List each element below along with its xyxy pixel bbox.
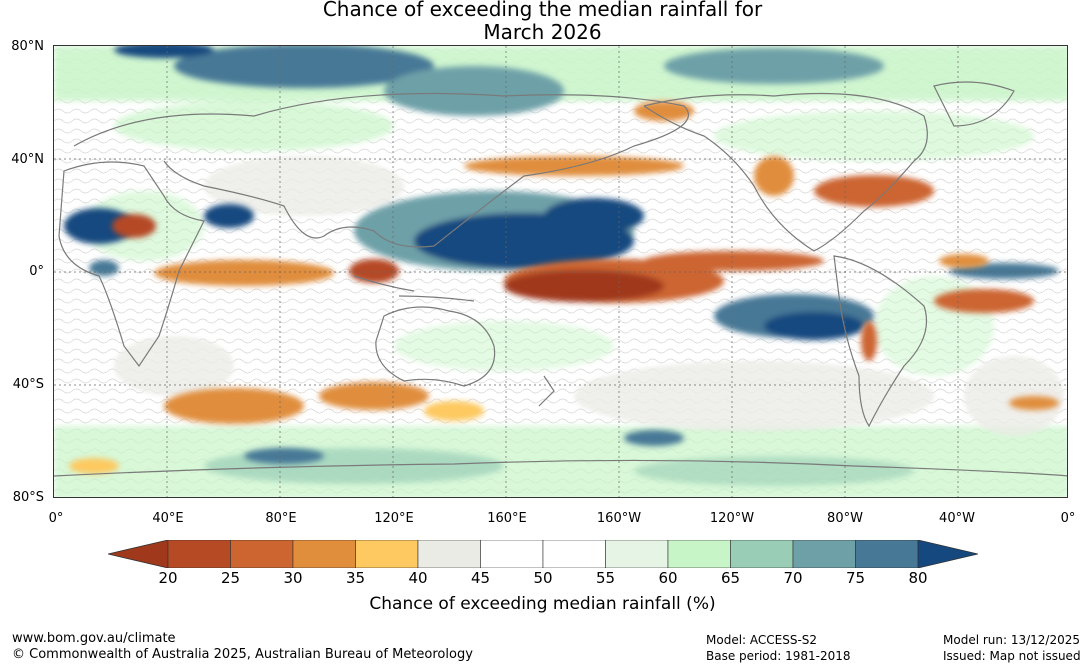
lon-label-160e: 160°E	[487, 511, 527, 526]
colorbar-tick-label: 70	[783, 569, 803, 587]
footer-base-period: Base period: 1981-2018	[706, 649, 851, 663]
lon-label-80w: 80°W	[827, 511, 863, 526]
rainfall-probability-map	[53, 45, 1068, 498]
map-canvas	[54, 46, 1067, 497]
colorbar-cell	[855, 540, 919, 568]
colorbar-tick-label: 75	[845, 569, 866, 587]
colorbar-cell	[292, 540, 356, 568]
colorbar-tick-label: 40	[408, 569, 428, 587]
lon-label-120w: 120°W	[709, 511, 755, 526]
colorbar-cell	[417, 540, 481, 568]
title-line-2: March 2026	[483, 20, 602, 44]
lon-label-0-left: 0°	[48, 511, 64, 526]
colorbar-right-arrow	[917, 540, 978, 568]
colorbar-cell	[230, 540, 294, 568]
green-field-layer	[54, 46, 1067, 497]
graticule	[54, 46, 1067, 497]
colorbar-tick-label: 55	[595, 569, 616, 587]
colorbar-tick-label: 65	[720, 569, 741, 587]
colorbar-tick-label: 80	[908, 569, 928, 587]
lon-label-120e: 120°E	[374, 511, 414, 526]
coast-antarctica	[54, 459, 1067, 477]
colorbar-tick-label: 60	[658, 569, 678, 587]
neutral-field-layer	[114, 156, 1064, 436]
lat-label-40n: 40°N	[11, 152, 44, 167]
lon-label-40e: 40°E	[152, 511, 184, 526]
coast-indonesia	[353, 275, 475, 302]
colorbar-cell	[167, 540, 231, 568]
footer-model: Model: ACCESS-S2	[706, 633, 818, 647]
colorbar-tick-label: 50	[533, 569, 553, 587]
footer-website: www.bom.gov.au/climate	[12, 631, 176, 646]
coast-eurasia	[73, 92, 689, 248]
lon-label-160w: 160°W	[596, 511, 642, 526]
colorbar	[108, 540, 978, 568]
coast-new-zealand	[538, 375, 555, 407]
colorbar-tick-label: 35	[345, 569, 366, 587]
colorbar-cell	[542, 540, 606, 568]
title-line-1: Chance of exceeding the median rainfall …	[322, 0, 763, 21]
colorbar-cell	[605, 540, 669, 568]
colorbar-tick-label: 45	[470, 569, 491, 587]
colorbar-left-arrow	[108, 540, 169, 568]
colorbar-cell	[730, 540, 794, 568]
lat-label-80n: 80°N	[11, 39, 44, 54]
colorbar-cell	[667, 540, 731, 568]
coast-australia	[375, 306, 496, 387]
lat-label-0: 0°	[29, 264, 44, 279]
colorbar-tick-label: 25	[220, 569, 241, 587]
footer-copyright: © Commonwealth of Australia 2025, Austra…	[12, 647, 473, 662]
coast-africa	[58, 161, 205, 368]
lon-label-40w: 40°W	[939, 511, 975, 526]
lat-label-80s: 80°S	[12, 490, 44, 505]
colorbar-tick-label: 20	[158, 569, 178, 587]
dry-anomaly-layer	[69, 101, 1059, 474]
colorbar-cell	[792, 540, 856, 568]
lat-label-40s: 40°S	[12, 377, 44, 392]
colorbar-tick-label: 30	[283, 569, 303, 587]
coast-south-america	[833, 255, 928, 428]
colorbar-cell	[480, 540, 544, 568]
coastlines	[54, 81, 1067, 477]
colorbar-cells	[167, 540, 919, 568]
wet-anomaly-layer	[64, 46, 1059, 464]
map-title: Chance of exceeding the median rainfall …	[0, 0, 1085, 44]
coast-north-america	[643, 92, 928, 252]
colorbar-title: Chance of exceeding median rainfall (%)	[369, 594, 716, 614]
footer-issued: Issued: Map not issued	[943, 649, 1081, 663]
lon-label-80e: 80°E	[265, 511, 297, 526]
colorbar-cell	[355, 540, 419, 568]
footer-model-run: Model run: 13/12/2025	[943, 633, 1081, 647]
lon-label-0-right: 0°	[1060, 511, 1076, 526]
